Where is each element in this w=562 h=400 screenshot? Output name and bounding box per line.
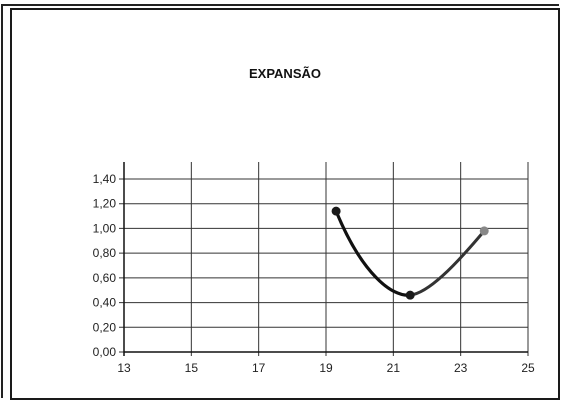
y-tick-label: 1,40 [93,172,117,186]
x-tick-label: 25 [521,361,535,375]
data-point [479,226,489,236]
data-point [331,206,341,216]
y-tick-label: 1,00 [93,221,117,235]
y-tick-label: 0,80 [93,246,117,260]
y-tick-label: 0,60 [93,271,117,285]
tick-labels: 13 15 17 19 21 23 25 0,00 0,20 0,40 0,60 0,80 1,00 1,… [93,172,535,375]
chart-frame [10,8,560,400]
x-tick-label: 19 [319,361,333,375]
chart-title: EXPANSÃO [249,66,321,81]
series [331,206,489,300]
y-tick-label: 1,20 [93,197,117,211]
x-tick-label: 13 [117,361,131,375]
axes [123,162,528,356]
x-tick-label: 15 [185,361,199,375]
x-tick-label: 17 [252,361,266,375]
data-point [405,290,415,300]
x-tick-label: 23 [454,361,468,375]
y-tick-label: 0,20 [93,320,117,334]
outer-frame [1,4,559,398]
x-tick-label: 21 [387,361,401,375]
series-line-segment [408,229,486,297]
series-line-segment [334,209,412,297]
y-tick-label: 0,40 [93,296,117,310]
y-tick-label: 0,00 [93,345,117,359]
grid-lines [119,162,529,356]
